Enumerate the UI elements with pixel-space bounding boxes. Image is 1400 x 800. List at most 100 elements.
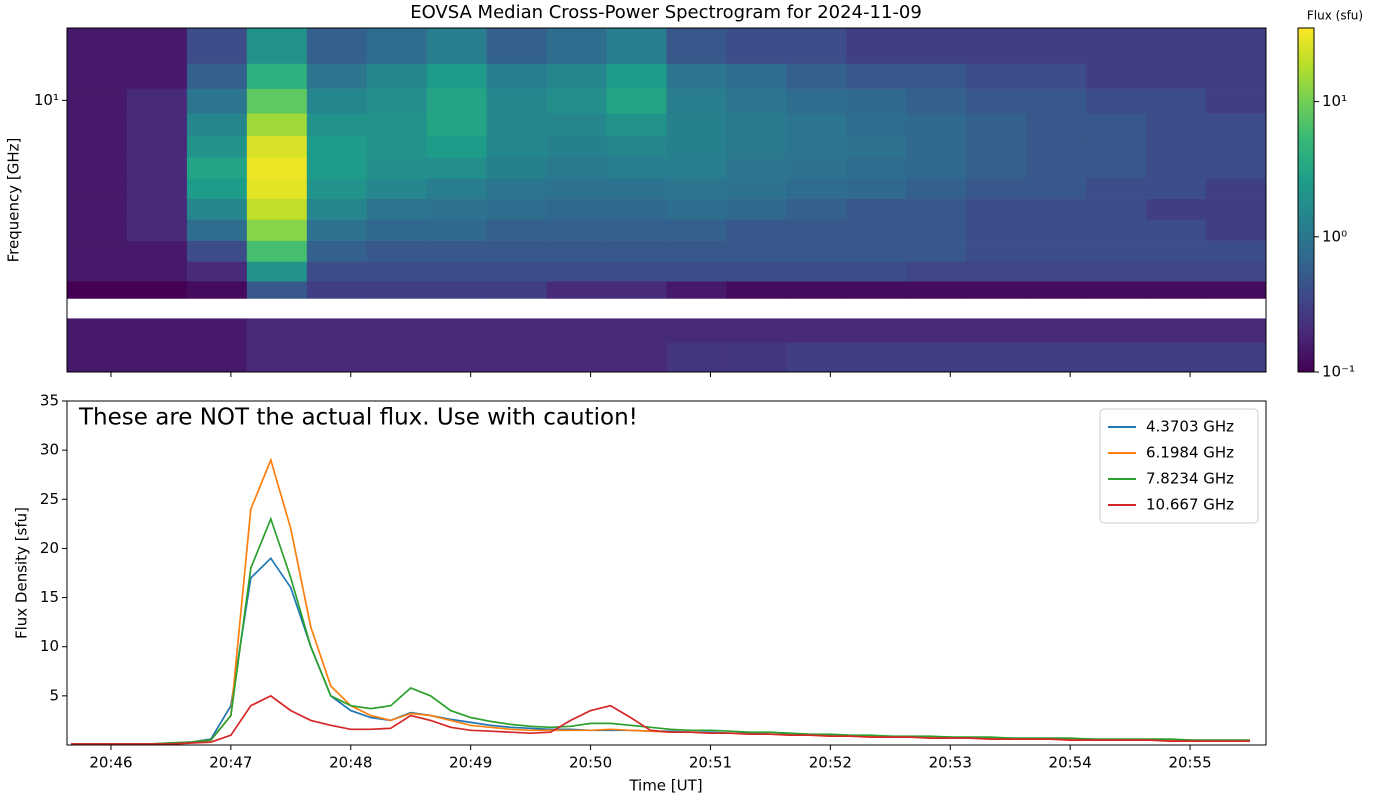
heatmap-cell [666,178,727,199]
heatmap-cell [1146,261,1207,282]
heatmap-cell [126,63,188,89]
heatmap-cell [366,63,428,89]
colorbar-tick-label: 10⁰ [1322,227,1347,245]
heatmap-cell [486,342,548,373]
heatmap-cell [186,219,248,241]
heatmap-cell [606,178,667,199]
heatmap-cell [546,342,608,373]
heatmap-cell [546,88,608,114]
heatmap-cell [726,281,787,299]
heatmap-cell [906,261,967,282]
heatmap-cell [426,198,488,220]
heatmap-cell [546,219,608,241]
y-tick-label: 30 [40,441,59,459]
heatmap-cell [306,63,368,89]
heatmap-cell [126,342,188,373]
heatmap-cell [786,63,847,89]
heatmap-cell [1146,240,1207,262]
heatmap-cell [966,240,1027,262]
heatmap-cell [846,198,907,220]
heatmap-cell [546,281,608,299]
x-tick-label: 20:54 [1049,754,1092,772]
heatmap-cell [666,198,727,220]
heatmap-cell [846,281,907,299]
heatmap-cell [666,261,727,282]
heatmap-cell [246,157,308,179]
heatmap-cell [426,88,488,114]
heatmap-cell [606,342,667,373]
heatmap-cell [486,157,548,179]
heatmap-cell [246,261,308,282]
heatmap-cell [126,219,188,241]
y-tick-label: 5 [49,686,59,704]
heatmap-cell [246,178,308,199]
y-axis-label: Flux Density [sfu] [13,507,31,639]
heatmap-cell [606,261,667,282]
x-tick-label: 20:47 [209,754,252,772]
heatmap-cell [246,342,308,373]
heatmap-cell [366,219,428,241]
heatmap-cell [546,63,608,89]
heatmap-cell [1086,113,1147,137]
heatmap-cell [186,113,248,137]
heatmap-cell [366,113,428,137]
heatmap-cell [1086,281,1147,299]
heatmap-cell [966,63,1027,89]
heatmap-cell [1206,63,1267,89]
colorbar-label: Flux (sfu) [1307,9,1363,23]
plot-frame [66,400,1267,746]
heatmap-cell [486,198,548,220]
heatmap-cell [606,28,667,64]
colorbar [1297,27,1315,373]
heatmap-cell [306,135,368,158]
heatmap-cell [426,178,488,199]
heatmap-cell [1206,28,1267,64]
heatmap-cell [1086,219,1147,241]
heatmap-cell [246,135,308,158]
heatmap-cell [126,157,188,179]
heatmap-cell [426,135,488,158]
heatmap-cell [906,28,967,64]
heatmap-cell [306,28,368,64]
x-tick-label: 20:50 [569,754,612,772]
heatmap-cell [426,318,488,343]
heatmap-cell [67,113,128,137]
heatmap-cell [126,318,188,343]
heatmap-cell [1206,240,1267,262]
heatmap-cell [846,63,907,89]
heatmap-cell [1146,198,1207,220]
legend-box [1099,408,1259,524]
heatmap-cell [486,261,548,282]
colorbar-tick-label: 10⁻¹ [1322,363,1355,381]
heatmap-cell [306,219,368,241]
heatmap-cell [966,157,1027,179]
heatmap-cell [366,157,428,179]
heatmap-cell [126,198,188,220]
heatmap-cell [67,88,128,114]
heatmap-cell [126,281,188,299]
heatmap-cell [1086,28,1147,64]
heatmap-cell [306,157,368,179]
heatmap-cell [966,198,1027,220]
y-tick-label: 15 [40,588,59,606]
x-tick-label: 20:55 [1168,754,1211,772]
heatmap-cell [606,219,667,241]
heatmap-cell [906,63,967,89]
heatmap-cell [1206,88,1267,114]
legend-label: 4.3703 GHz [1146,418,1234,436]
heatmap-cell [186,28,248,64]
line-series [71,694,1250,745]
heatmap-cell [786,240,847,262]
heatmap-cell [846,342,907,373]
heatmap-cell [426,219,488,241]
legend-label: 7.8234 GHz [1146,470,1234,488]
heatmap-cell [786,178,847,199]
heatmap-cell [846,318,907,343]
heatmap-cell [126,261,188,282]
heatmap-cell [966,342,1027,373]
heatmap-cell [246,318,308,343]
heatmap-cell [906,135,967,158]
chart-title: EOVSA Median Cross-Power Spectrogram for… [410,2,922,23]
heatmap-cell [1026,178,1087,199]
heatmap-cell [786,318,847,343]
